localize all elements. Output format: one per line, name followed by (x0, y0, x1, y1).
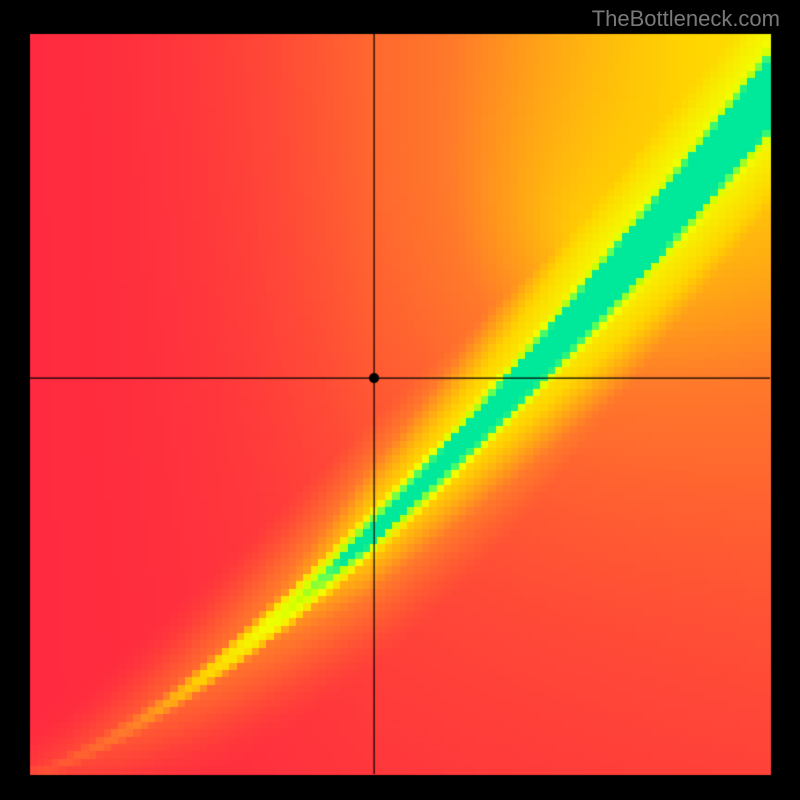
chart-container: TheBottleneck.com (0, 0, 800, 800)
bottleneck-heatmap (0, 0, 800, 800)
watermark-text: TheBottleneck.com (592, 6, 780, 32)
